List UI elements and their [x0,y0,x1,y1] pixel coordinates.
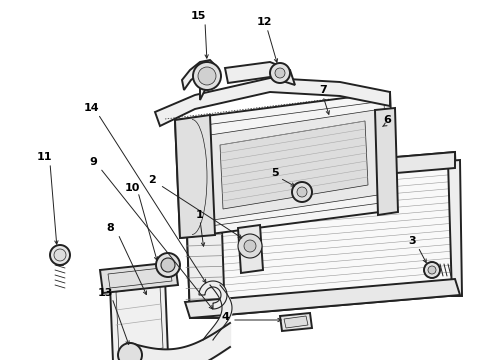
Circle shape [297,187,307,197]
Text: 5: 5 [271,168,279,178]
Circle shape [270,63,290,83]
Text: 14: 14 [83,103,99,113]
Circle shape [193,62,221,90]
Circle shape [238,234,262,258]
Text: 3: 3 [408,236,416,246]
Polygon shape [182,60,215,100]
Circle shape [292,182,312,202]
Text: 13: 13 [98,288,113,298]
Text: 6: 6 [383,115,391,125]
Polygon shape [220,121,368,209]
Polygon shape [185,152,460,318]
Polygon shape [185,279,460,318]
Circle shape [54,249,66,261]
Polygon shape [238,225,263,273]
Text: 10: 10 [124,183,140,193]
Text: 7: 7 [319,85,327,95]
Polygon shape [155,78,390,126]
Polygon shape [175,115,215,238]
Polygon shape [210,110,378,220]
Circle shape [156,253,180,277]
Polygon shape [280,313,312,331]
Text: 11: 11 [36,152,52,162]
Polygon shape [448,160,462,296]
Polygon shape [199,281,227,309]
Circle shape [198,67,216,85]
Circle shape [424,262,440,278]
Polygon shape [185,152,455,191]
Text: 12: 12 [256,17,272,27]
Text: 9: 9 [89,157,97,167]
Circle shape [50,245,70,265]
Polygon shape [100,262,178,293]
Polygon shape [375,108,398,215]
Circle shape [275,68,285,78]
Polygon shape [175,92,395,238]
Text: 1: 1 [196,210,204,220]
Text: 8: 8 [106,223,114,233]
Circle shape [118,343,142,360]
Circle shape [244,240,256,252]
Circle shape [161,258,175,272]
Polygon shape [284,316,308,328]
Text: 2: 2 [148,175,156,185]
Circle shape [428,266,436,274]
Polygon shape [225,62,295,85]
Text: 15: 15 [190,11,206,21]
Text: 4: 4 [221,312,229,322]
Polygon shape [110,278,168,360]
Polygon shape [185,172,225,318]
